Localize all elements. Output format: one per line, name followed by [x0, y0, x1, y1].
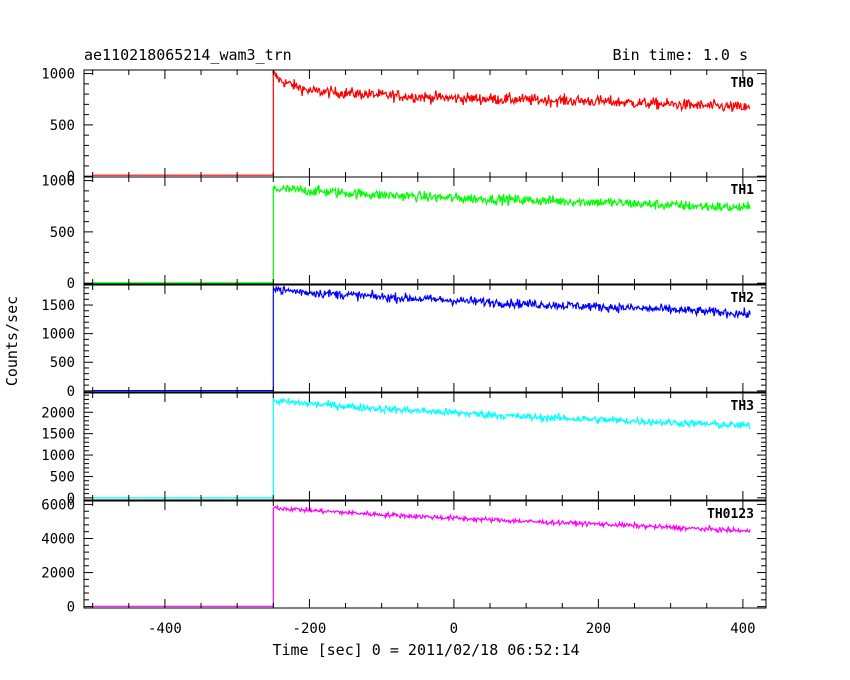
- series-th0-line: [92, 70, 751, 176]
- panel-label-th0123: TH0123: [707, 507, 754, 522]
- y-tick-label-th0: 1000: [41, 67, 75, 83]
- panel-label-th0: TH0: [731, 76, 755, 91]
- x-tick-label: 400: [730, 621, 755, 637]
- y-tick-label-th0123: 4000: [41, 531, 75, 547]
- y-tick-label-th0123: 6000: [41, 497, 75, 513]
- panel-th3: 0 500 1000 1500 2000 TH3: [41, 392, 767, 507]
- y-axis-label: Counts/sec: [3, 296, 21, 386]
- panel-th2: 0 500 1000 1500 TH2: [41, 284, 767, 400]
- x-tick-label: 0: [450, 621, 458, 637]
- y-tick-label-th2: 1000: [41, 327, 75, 343]
- bin-time-label: Bin time: 1.0 s: [613, 46, 748, 64]
- y-tick-label-th0123: 2000: [41, 566, 75, 582]
- panel-frame-th0: [83, 69, 767, 178]
- y-tick-label-th1: 1000: [41, 174, 75, 190]
- y-tick-label-th0: 500: [50, 118, 75, 134]
- y-tick-label-th3: 2000: [41, 405, 75, 421]
- x-tick-label: -400: [148, 621, 182, 637]
- panel-th0: 0 500 1000 TH0: [41, 67, 767, 185]
- y-tick-label-th0: 0: [67, 169, 75, 185]
- panel-label-th2: TH2: [731, 291, 754, 306]
- x-axis-label: Time [sec] 0 = 2011/02/18 06:52:14: [272, 641, 579, 659]
- series-th2-line: [92, 285, 751, 392]
- y-tick-label-th3: 1000: [41, 448, 75, 464]
- series-th1-line: [92, 184, 751, 284]
- panel-frame-th1: [83, 176, 767, 285]
- panel-frame-th2: [83, 284, 767, 393]
- y-tick-label-th2: 0: [67, 384, 75, 400]
- panels-group: 0 500 1000 TH0 0 500 1000 TH1 0 500 1000 1500 TH2 0 50…: [41, 67, 767, 637]
- series-th3-line: [92, 397, 751, 499]
- y-tick-label-th1: 500: [50, 225, 75, 241]
- y-tick-label-th1: 0: [67, 276, 75, 292]
- y-tick-label-th3: 1500: [41, 427, 75, 443]
- y-tick-label-th2: 500: [50, 355, 75, 371]
- chart-title: ae110218065214_wam3_trn: [84, 46, 292, 64]
- panel-label-th1: TH1: [731, 183, 755, 198]
- y-tick-label-th3: 500: [50, 469, 75, 485]
- panel-frame-th0123: [83, 500, 767, 609]
- x-tick-label: 200: [586, 621, 611, 637]
- y-tick-label-th2: 1500: [41, 298, 75, 314]
- panel-th0123: 0 2000 4000 6000 TH0123: [41, 497, 767, 616]
- x-tick-label: -200: [293, 621, 327, 637]
- y-tick-label-th0123: 0: [67, 600, 75, 616]
- series-th0123-line: [92, 504, 751, 607]
- panel-th1: 0 500 1000 TH1: [41, 174, 767, 292]
- panel-label-th3: TH3: [731, 399, 754, 414]
- y-tick-label-th3: 0: [67, 491, 75, 507]
